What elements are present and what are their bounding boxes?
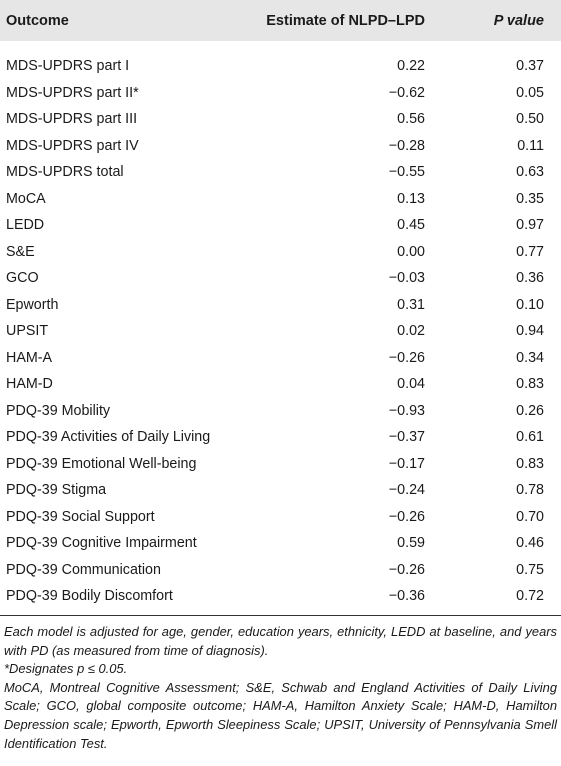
table-header: Outcome Estimate of NLPD–LPD P value: [0, 0, 561, 41]
footnote-adjustment: Each model is adjusted for age, gender, …: [4, 624, 557, 658]
cell-outcome: UPSIT: [6, 323, 49, 340]
cell-outcome: PDQ-39 Stigma: [6, 482, 107, 499]
cell-p-value: 0.77: [516, 243, 544, 260]
cell-p-value: 0.97: [516, 217, 544, 234]
cell-outcome: HAM-A: [6, 349, 53, 366]
cell-estimate: 0.13: [397, 190, 425, 207]
table-row: PDQ-39 Cognitive Impairment 0.59 0.46: [0, 530, 561, 557]
cell-p-value: 0.11: [517, 137, 544, 154]
table-row: PDQ-39 Emotional Well-being −0.17 0.83: [0, 451, 561, 478]
cell-estimate: −0.24: [388, 482, 425, 499]
cell-p-value: 0.37: [516, 58, 544, 75]
cell-p-value: 0.63: [516, 164, 544, 181]
cell-estimate: −0.36: [388, 588, 425, 604]
table-row: MoCA 0.13 0.35: [0, 186, 561, 213]
cell-p-value: 0.70: [516, 508, 544, 525]
cell-outcome: PDQ-39 Cognitive Impairment: [6, 535, 197, 552]
header-p-value: P value: [493, 12, 544, 29]
cell-p-value: 0.75: [516, 561, 544, 578]
table-row: PDQ-39 Stigma −0.24 0.78: [0, 477, 561, 504]
table-row: PDQ-39 Bodily Discomfort −0.36 0.72: [0, 583, 561, 615]
cell-estimate: 0.31: [397, 296, 425, 313]
table-row: MDS-UPDRS part II* −0.62 0.05: [0, 80, 561, 107]
cell-estimate: −0.93: [388, 402, 425, 419]
cell-outcome: S&E: [6, 243, 35, 260]
cell-estimate: −0.17: [388, 455, 425, 472]
table-row: HAM-A −0.26 0.34: [0, 345, 561, 372]
cell-p-value: 0.10: [516, 296, 544, 313]
table-row: LEDD 0.45 0.97: [0, 212, 561, 239]
cell-p-value: 0.36: [516, 270, 544, 287]
cell-p-value: 0.83: [516, 376, 544, 393]
cell-estimate: −0.26: [388, 561, 425, 578]
cell-p-value: 0.34: [516, 349, 544, 366]
cell-p-value: 0.50: [516, 111, 544, 128]
table-row: S&E 0.00 0.77: [0, 239, 561, 266]
table-row: MDS-UPDRS part IV −0.28 0.11: [0, 133, 561, 160]
table-footnotes: Each model is adjusted for age, gender, …: [0, 615, 561, 753]
cell-outcome: PDQ-39 Communication: [6, 561, 161, 578]
cell-p-value: 0.94: [516, 323, 544, 340]
cell-p-value: 0.46: [516, 535, 544, 552]
cell-outcome: PDQ-39 Emotional Well-being: [6, 455, 197, 472]
header-estimate: Estimate of NLPD–LPD: [266, 12, 425, 29]
cell-p-value: 0.35: [516, 190, 544, 207]
cell-p-value: 0.78: [516, 482, 544, 499]
table-row: UPSIT 0.02 0.94: [0, 318, 561, 345]
cell-estimate: 0.04: [397, 376, 425, 393]
cell-estimate: −0.26: [388, 508, 425, 525]
table-row: MDS-UPDRS part III 0.56 0.50: [0, 106, 561, 133]
table-row: PDQ-39 Communication −0.26 0.75: [0, 557, 561, 584]
table-spacer: [0, 41, 561, 53]
cell-estimate: −0.55: [388, 164, 425, 181]
cell-estimate: 0.56: [397, 111, 425, 128]
table-row: PDQ-39 Activities of Daily Living −0.37 0.…: [0, 424, 561, 451]
footnote-significance: *Designates p ≤ 0.05.: [4, 661, 128, 677]
header-row: Outcome Estimate of NLPD–LPD P value: [0, 0, 561, 41]
cell-outcome: MoCA: [6, 190, 46, 207]
cell-estimate: −0.03: [388, 270, 425, 287]
cell-outcome: GCO: [6, 270, 39, 287]
cell-estimate: −0.62: [388, 84, 425, 101]
cell-outcome: MDS-UPDRS total: [6, 164, 124, 181]
cell-estimate: 0.00: [397, 243, 425, 260]
cell-p-value: 0.61: [516, 429, 544, 446]
cell-outcome: LEDD: [6, 217, 45, 234]
header-outcome: Outcome: [6, 12, 69, 29]
cell-p-value: 0.83: [516, 455, 544, 472]
footnote-abbreviations: MoCA, Montreal Cognitive Assessment; S&E…: [4, 679, 557, 751]
cell-estimate: −0.26: [388, 349, 425, 366]
cell-outcome: PDQ-39 Mobility: [6, 402, 111, 419]
cell-estimate: 0.22: [397, 58, 425, 75]
cell-estimate: 0.45: [397, 217, 425, 234]
cell-p-value: 0.26: [516, 402, 544, 419]
table-row: Epworth 0.31 0.10: [0, 292, 561, 319]
table-row: PDQ-39 Mobility −0.93 0.26: [0, 398, 561, 425]
cell-outcome: PDQ-39 Social Support: [6, 508, 155, 525]
cell-outcome: MDS-UPDRS part I: [6, 58, 130, 75]
cell-outcome: MDS-UPDRS part IV: [6, 137, 139, 154]
cell-outcome: MDS-UPDRS part III: [6, 111, 138, 128]
cell-estimate: −0.28: [388, 137, 425, 154]
cell-outcome: HAM-D: [6, 376, 53, 393]
table-row: MDS-UPDRS total −0.55 0.63: [0, 159, 561, 186]
cell-estimate: 0.59: [397, 535, 425, 552]
cell-p-value: 0.72: [516, 588, 544, 604]
table-row: GCO −0.03 0.36: [0, 265, 561, 292]
cell-outcome: Epworth: [6, 296, 59, 313]
cell-estimate: 0.02: [397, 323, 425, 340]
cell-outcome: PDQ-39 Bodily Discomfort: [6, 588, 173, 604]
table-row: HAM-D 0.04 0.83: [0, 371, 561, 398]
results-table: Outcome Estimate of NLPD–LPD P value MDS…: [0, 0, 561, 615]
table-row: MDS-UPDRS part I 0.22 0.37: [0, 53, 561, 80]
cell-outcome: PDQ-39 Activities of Daily Living: [6, 429, 211, 446]
cell-estimate: −0.37: [388, 429, 425, 446]
table-row: PDQ-39 Social Support −0.26 0.70: [0, 504, 561, 531]
cell-outcome: MDS-UPDRS part II*: [6, 84, 139, 101]
table-body: MDS-UPDRS part I 0.22 0.37 MDS-UPDRS part I…: [0, 41, 561, 615]
cell-p-value: 0.05: [516, 84, 544, 101]
